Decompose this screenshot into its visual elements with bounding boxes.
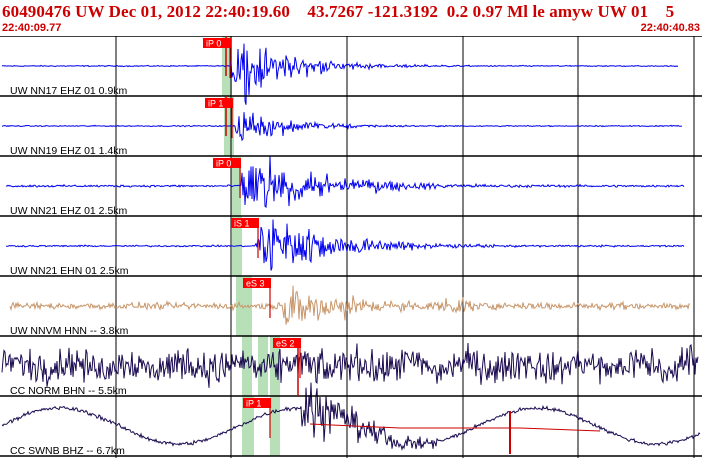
time-end-label: 22:40:40.83 [640,22,700,34]
pick-window-band [258,336,268,396]
trace-separators [0,36,702,457]
pick-label: iP 0 [216,159,231,169]
pick-label: eS 2 [276,339,295,349]
amplitude-line [309,423,601,432]
pick-box [203,38,231,48]
pick-box [213,158,241,168]
waveform-trace [9,285,691,325]
trace-label: UW NNVM HNN -- 3.8km [10,325,129,337]
time-grid [115,36,695,458]
waveform-trace [1,342,699,388]
phase-pick-marker[interactable]: eS 2 [273,338,301,378]
waveform-trace [1,43,679,105]
trace-labels: UW NN17 EHZ 01 0.9km UW NN19 EHZ 01 1.4km… [10,85,129,457]
trace-label: UW NN19 EHZ 01 1.4km [10,145,128,157]
pick-label: iP 1 [208,99,223,109]
waveform-trace [1,112,683,142]
waveform-trace [5,155,685,209]
trace-label: UW NN17 EHZ 01 0.9km [10,85,128,97]
phase-pick-marker[interactable]: iP 0 [213,158,241,198]
seismogram-panel[interactable]: iP 0 iP 1 iP 0 iS 1 eS 3 eS 2 iP 1 UW NN17 EHZ… [0,36,702,458]
trace-label: UW NN21 EHN 01 2.5km [10,265,129,277]
time-start-label: 22:40:09.77 [2,22,62,34]
waveforms [1,43,701,451]
pick-label: iP 1 [246,399,261,409]
phase-pick-marker[interactable]: eS 3 [243,278,271,318]
pick-label: eS 3 [246,279,265,289]
pick-box [231,218,259,228]
waveform-trace [1,382,701,451]
pick-window-band [242,276,252,456]
waveform-trace [5,219,685,271]
phase-pick-marker[interactable]: iP 1 [243,398,271,438]
trace-label: CC NORM BHN -- 5.5km [10,385,127,397]
pick-label: iS 1 [234,219,250,229]
event-header: 60490476 UW Dec 01, 2012 22:40:19.60 43.… [0,0,702,36]
pick-box [243,398,271,408]
pick-box [243,278,271,288]
trace-label: UW NN21 EHZ 01 2.5km [10,205,128,217]
event-title: 60490476 UW Dec 01, 2012 22:40:19.60 43.… [2,2,675,21]
trace-label: CC SWNB BHZ -- 6.7km [10,445,125,457]
pick-label: iP 0 [206,39,221,49]
pick-box [205,98,233,108]
phase-picks: iP 0 iP 1 iP 0 iS 1 eS 3 eS 2 iP 1 [203,36,601,454]
phase-pick-marker[interactable]: iP 0 [203,38,231,78]
phase-pick-marker[interactable]: iP 1 [205,98,233,138]
phase-pick-marker[interactable]: iS 1 [231,218,259,258]
pick-box [273,338,301,348]
